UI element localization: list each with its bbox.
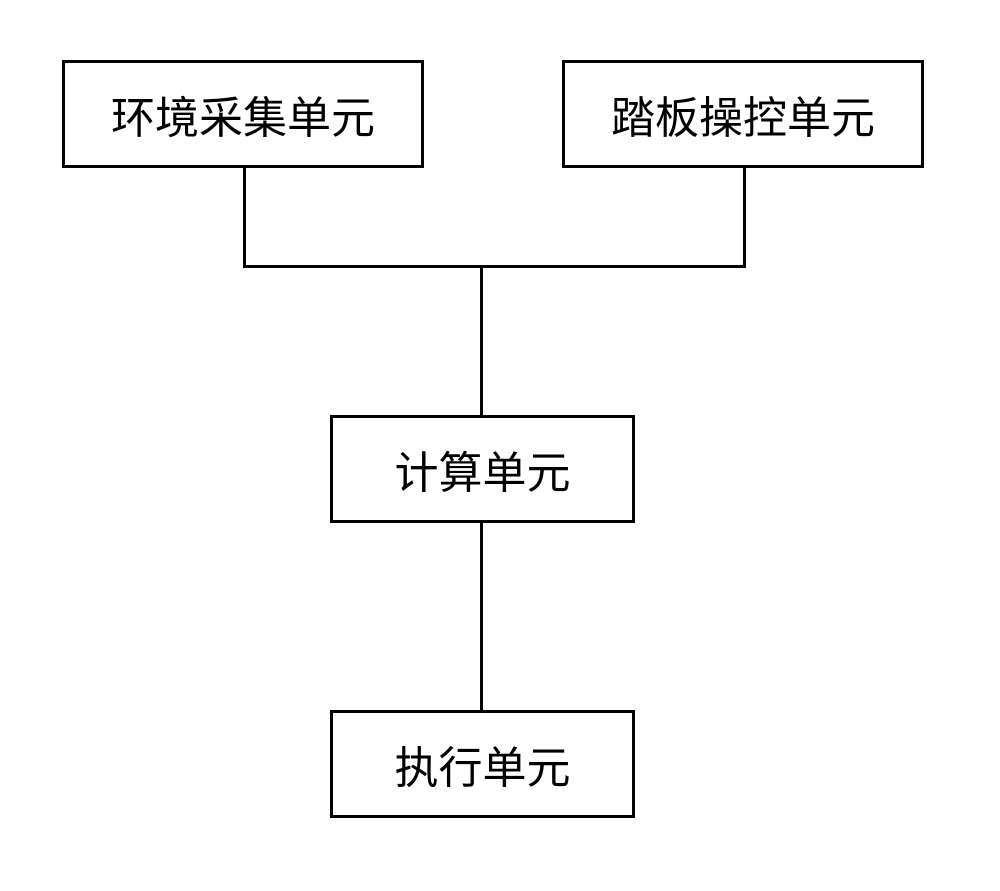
node-env-collect: 环境采集单元 [62,60,424,168]
connector-center-to-compute [480,265,483,415]
connector-compute-to-execute [480,523,483,710]
node-compute: 计算单元 [330,415,635,523]
node-compute-label: 计算单元 [395,437,571,501]
node-pedal-control: 踏板操控单元 [562,60,924,168]
node-execute-label: 执行单元 [395,732,571,796]
node-pedal-control-label: 踏板操控单元 [611,82,875,146]
connector-left-vertical [243,168,246,268]
node-execute: 执行单元 [330,710,635,818]
node-env-collect-label: 环境采集单元 [111,82,375,146]
connector-right-vertical [743,168,746,268]
connector-horizontal-join [243,265,746,268]
